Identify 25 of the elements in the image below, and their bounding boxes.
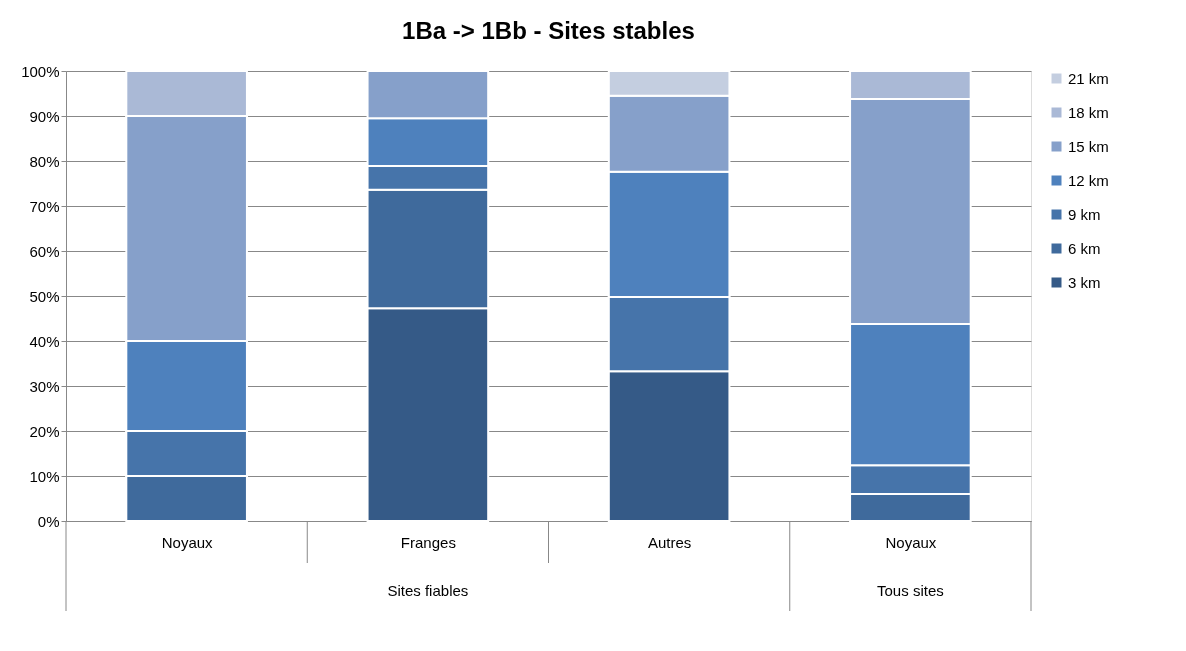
y-tick-label: 100% bbox=[21, 62, 60, 80]
y-tick-label: 10% bbox=[29, 467, 60, 485]
y-tick-label: 70% bbox=[29, 197, 60, 215]
y-tick-label: 50% bbox=[29, 287, 60, 305]
x-tick-label: Franges bbox=[400, 533, 456, 551]
x-tick-label: Noyaux bbox=[161, 533, 214, 551]
legend-label: 15 km bbox=[1068, 137, 1109, 155]
y-tick-label: 40% bbox=[29, 332, 60, 350]
y-tick-label: 80% bbox=[29, 152, 60, 170]
legend-label: 9 km bbox=[1068, 205, 1101, 223]
legend-label: 18 km bbox=[1068, 103, 1109, 121]
y-tick-label: 20% bbox=[29, 422, 60, 440]
x-tick-label: Autres bbox=[647, 533, 692, 551]
legend-label: 12 km bbox=[1068, 171, 1109, 189]
y-tick-label: 90% bbox=[29, 107, 60, 125]
y-tick-label: 60% bbox=[29, 242, 60, 260]
legend-label: 3 km bbox=[1068, 273, 1101, 291]
chart-title: 1Ba -> 1Bb - Sites stables bbox=[402, 17, 695, 44]
legend-label: 6 km bbox=[1068, 239, 1101, 257]
y-tick-label: 30% bbox=[29, 377, 60, 395]
x-tick-label: Noyaux bbox=[885, 533, 937, 551]
text: Sites fiables bbox=[387, 582, 469, 599]
y-tick-label: 0% bbox=[37, 512, 60, 530]
text: Tous sites bbox=[877, 582, 944, 599]
legend-label: 21 km bbox=[1068, 69, 1109, 87]
